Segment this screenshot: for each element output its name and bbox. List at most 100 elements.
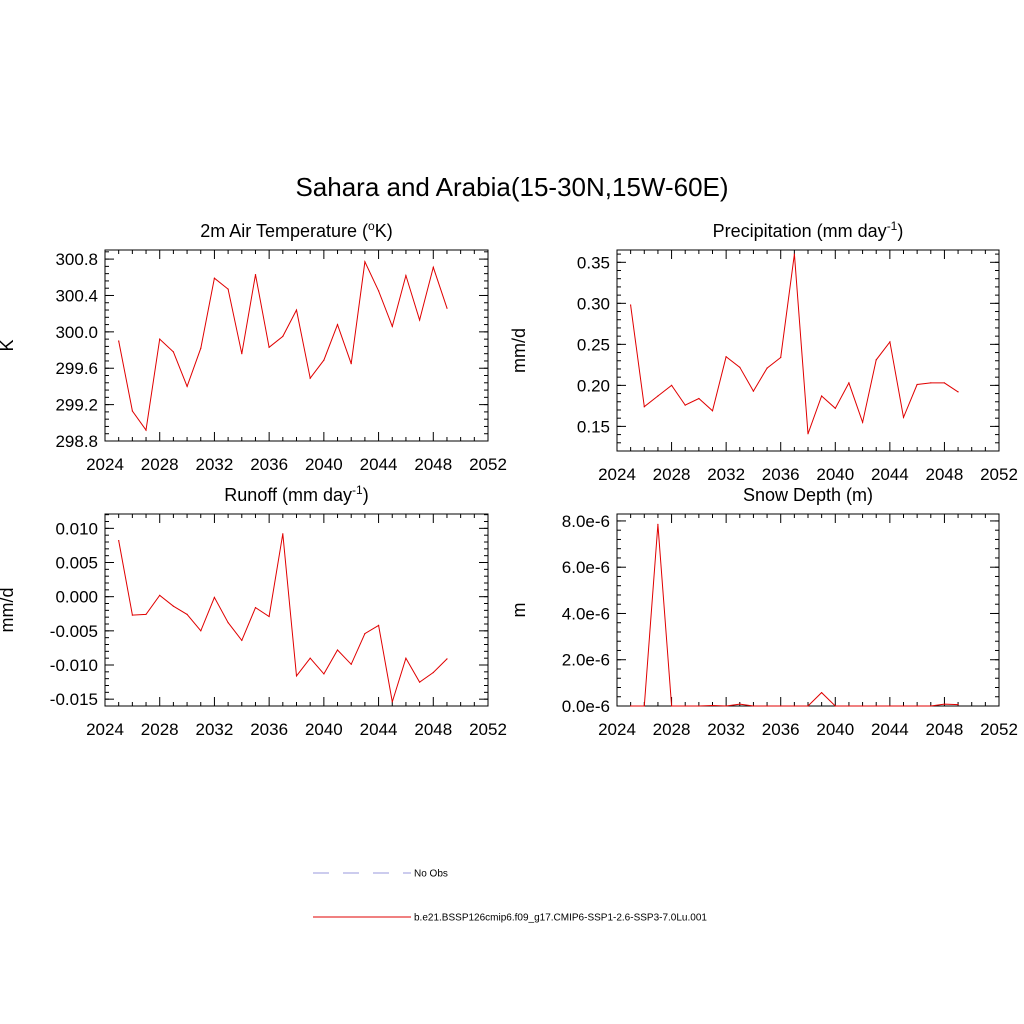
data-point (378, 624, 380, 627)
x-tick-label: 2052 (980, 465, 1018, 484)
x-tick-label: 2040 (816, 465, 854, 484)
x-tick-label: 2032 (196, 720, 234, 739)
data-point (807, 433, 809, 435)
x-tick-label: 2040 (816, 720, 854, 739)
x-tick-label: 2032 (707, 720, 745, 739)
data-point (671, 705, 673, 707)
x-tick-label: 2032 (196, 455, 234, 474)
data-point (780, 356, 782, 359)
data-point (323, 359, 325, 361)
x-tick-label: 2048 (414, 720, 452, 739)
panel-title: Precipitation (mm day-1) (713, 219, 904, 241)
data-point (766, 705, 768, 707)
x-tick-label: 2040 (305, 455, 343, 474)
data-point (862, 421, 864, 423)
x-tick-label: 2044 (871, 720, 909, 739)
data-point (657, 523, 659, 526)
y-axis-label: K (0, 339, 17, 351)
series-line-runoff (118, 533, 448, 703)
data-point (213, 277, 215, 279)
data-point (350, 663, 352, 665)
data-point (131, 410, 133, 412)
panel-title-suffix: ) (363, 485, 369, 505)
y-tick-label: 0.005 (55, 554, 98, 573)
data-point (378, 290, 380, 292)
y-tick-label: 0.35 (577, 253, 610, 272)
data-point (268, 346, 270, 348)
data-point (698, 705, 700, 707)
chart-runoff: Runoff (mm day-1) mm/d 2024 2028 2032 2036 204… (0, 483, 507, 739)
y-tick-label: -0.015 (50, 690, 98, 709)
data-point (766, 367, 768, 369)
data-point (752, 705, 755, 707)
panel-title: 2m Air Temperature (oK) (200, 219, 392, 241)
y-tick-label: 300.0 (55, 323, 98, 342)
chart-precip: Precipitation (mm day-1) mm/d 2024 2028 2032… (509, 219, 1018, 484)
data-point (282, 533, 284, 535)
data-point (350, 363, 352, 365)
x-tick-label: 2052 (980, 720, 1018, 739)
legend-series-label: b.e21.BSSP126cmip6.f09_g17.CMIP6-SSP1-2.… (414, 913, 707, 924)
panel-title-text: Precipitation (mm day (713, 221, 887, 241)
data-point (739, 703, 741, 705)
data-point (889, 705, 891, 707)
y-tick-label: 300.4 (55, 286, 98, 305)
y-tick-label: -0.010 (50, 656, 98, 675)
y-axis-label: m (509, 603, 529, 618)
data-point (834, 705, 836, 707)
data-point (793, 253, 796, 255)
data-point (643, 406, 645, 408)
figure-title: Sahara and Arabia(15-30N,15W-60E) (295, 172, 728, 202)
y-tick-label: 0.15 (577, 417, 610, 436)
data-point (711, 704, 714, 707)
plot-frame (616, 249, 1000, 452)
data-point (643, 705, 645, 707)
chart-temp: 2m Air Temperature (oK) K 2024 2028 2032 2036… (0, 219, 507, 474)
x-tick-label: 2048 (926, 720, 964, 739)
data-point (405, 657, 407, 659)
data-point (875, 359, 877, 361)
x-tick-label: 2048 (926, 465, 964, 484)
data-point (752, 390, 755, 392)
data-point (200, 630, 202, 632)
data-point (943, 703, 946, 705)
data-point (725, 705, 727, 707)
legend-no-obs-label: No Obs (414, 869, 448, 880)
data-point (725, 356, 727, 358)
data-point (391, 701, 393, 703)
x-tick-label: 2024 (598, 465, 636, 484)
data-point (186, 613, 188, 616)
x-tick-label: 2028 (653, 465, 691, 484)
data-point (630, 304, 632, 306)
data-point (862, 705, 864, 707)
panel-title: Snow Depth (m) (743, 485, 873, 505)
data-point (213, 596, 215, 599)
chart-panels: 2m Air Temperature (oK) K 2024 2028 2032 2036… (0, 219, 1018, 739)
data-point (930, 705, 932, 707)
data-point (336, 649, 339, 651)
y-tick-label: 0.000 (55, 588, 98, 607)
data-point (848, 382, 850, 384)
data-point (282, 335, 284, 337)
data-point (295, 309, 298, 311)
panel-title-text: Snow Depth (m) (743, 485, 873, 505)
data-point (419, 681, 421, 683)
data-point (432, 266, 434, 268)
data-point (227, 622, 229, 624)
data-point (227, 288, 229, 290)
data-point (241, 639, 243, 642)
data-point (711, 410, 714, 412)
x-tick-label: 2028 (653, 720, 691, 739)
data-point (323, 673, 325, 675)
x-tick-label: 2028 (141, 720, 179, 739)
data-point (145, 429, 147, 431)
data-point (889, 341, 891, 343)
x-tick-label: 2036 (762, 465, 800, 484)
y-tick-label: 0.0e-6 (562, 697, 610, 716)
x-tick-label: 2024 (598, 720, 636, 739)
x-tick-label: 2044 (360, 720, 398, 739)
data-point (364, 261, 366, 263)
y-tick-label: 4.0e-6 (562, 604, 610, 623)
data-point (254, 607, 257, 609)
